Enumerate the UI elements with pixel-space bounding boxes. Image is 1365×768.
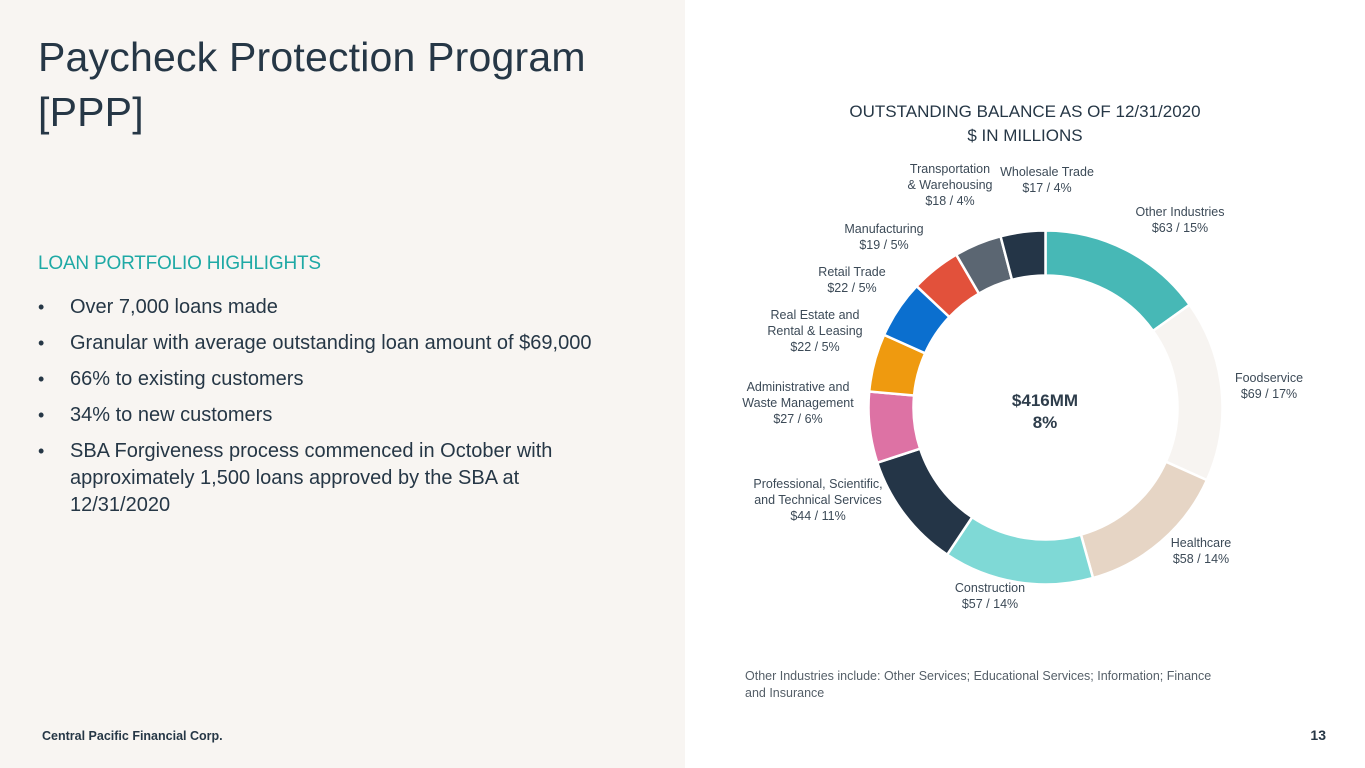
highlight-item: • 66% to existing customers — [38, 366, 678, 393]
slice-label: Wholesale Trade $17 / 4% — [957, 164, 1137, 196]
donut-slice-other-industries — [1044, 229, 1192, 333]
slice-label-name: Waste Management — [742, 396, 854, 410]
slice-label-name: Foodservice — [1234, 371, 1304, 385]
slice-label-value: $63 / 15% — [1151, 221, 1209, 235]
slice-label-value: $22 / 5% — [827, 281, 877, 295]
slice-label: Professional, Scientific, and Technical S… — [728, 476, 908, 524]
slice-label: Foodservice $69 / 17% — [1179, 370, 1359, 402]
slice-label: Manufacturing $19 / 5% — [794, 221, 974, 253]
slice-label-value: $18 / 4% — [925, 194, 975, 208]
slice-label: Other Industries $63 / 15% — [1090, 204, 1270, 236]
bullet-icon: • — [38, 441, 45, 461]
footnote: Other Industries include: Other Services… — [745, 669, 1212, 700]
slice-label-value: $27 / 6% — [773, 412, 823, 426]
slice-label-name: Rental & Leasing — [767, 324, 863, 338]
highlight-text: 34% to new customers — [70, 404, 273, 426]
slice-label-name: Real Estate and — [770, 308, 860, 322]
slice-label-name: Wholesale Trade — [1000, 165, 1094, 179]
chart-title-line: OUTSTANDING BALANCE AS OF 12/31/2020 — [849, 102, 1201, 121]
slice-label-name: Construction — [954, 581, 1026, 595]
slice-label-value: $22 / 5% — [790, 340, 840, 354]
slice-label-value: $19 / 5% — [859, 238, 909, 252]
highlight-text: Over 7,000 loans made — [70, 296, 278, 318]
donut-center-label: $416MM 8% — [965, 390, 1125, 434]
highlight-text: 66% to existing customers — [70, 368, 304, 390]
slice-label-name: Transportation — [909, 162, 991, 176]
chart-title: OUTSTANDING BALANCE AS OF 12/31/2020 $ I… — [800, 100, 1250, 148]
bullet-icon: • — [38, 333, 45, 353]
slice-label-name: Professional, Scientific, — [753, 477, 883, 491]
slice-label-name: Administrative and — [746, 380, 850, 394]
slice-label: Healthcare $58 / 14% — [1111, 535, 1291, 567]
highlight-item: • Over 7,000 loans made — [38, 294, 678, 321]
slice-label-value: $69 / 17% — [1240, 387, 1298, 401]
highlights-list: • Over 7,000 loans made • Granular with av… — [38, 294, 678, 528]
highlight-item: • SBA Forgiveness process commenced in Oc… — [38, 438, 578, 519]
slice-label: Transportation & Warehousing $18 / 4% — [860, 161, 1040, 209]
bullet-icon: • — [38, 369, 45, 389]
slice-label-name: Manufacturing — [844, 222, 924, 236]
donut-slice-construction — [945, 515, 1095, 586]
center-total: $416MM — [1011, 391, 1079, 410]
highlight-text: SBA Forgiveness process commenced in Oct… — [70, 440, 553, 516]
highlight-item: • 34% to new customers — [38, 402, 678, 429]
slice-label: Administrative and Waste Management $27 / … — [708, 379, 888, 427]
page-title: Paycheck Protection Program [PPP] — [38, 34, 586, 135]
page-number: 13 — [1310, 727, 1326, 743]
slice-label-value: $58 / 14% — [1172, 552, 1230, 566]
slice-label-name: Healthcare — [1170, 536, 1232, 550]
section-heading: LOAN PORTFOLIO HIGHLIGHTS — [38, 253, 321, 274]
chart-subtitle: $ IN MILLIONS — [967, 126, 1083, 145]
highlight-item: • Granular with average outstanding loan … — [38, 330, 678, 357]
slice-label-name: & Warehousing — [907, 178, 993, 192]
company-name: Central Pacific Financial Corp. — [42, 729, 223, 743]
slice-label-name: and Technical Services — [754, 493, 882, 507]
slice-label-name: Retail Trade — [818, 265, 886, 279]
slice-label-value: $44 / 11% — [790, 509, 846, 523]
bullet-icon: • — [38, 297, 45, 317]
slice-label: Construction $57 / 14% — [900, 580, 1080, 612]
center-percent: 8% — [1032, 413, 1058, 432]
bullet-icon: • — [38, 405, 45, 425]
left-panel — [0, 0, 685, 768]
slice-label-value: $57 / 14% — [961, 597, 1019, 611]
slice-label-value: $17 / 4% — [1022, 181, 1072, 195]
slice-label: Real Estate and Rental & Leasing $22 / 5% — [725, 307, 905, 355]
highlight-text: Granular with average outstanding loan a… — [70, 332, 592, 354]
donut-slice-wholesale-trade — [999, 229, 1047, 282]
slice-label-name: Other Industries — [1135, 205, 1225, 219]
slice-label: Retail Trade $22 / 5% — [762, 264, 942, 296]
